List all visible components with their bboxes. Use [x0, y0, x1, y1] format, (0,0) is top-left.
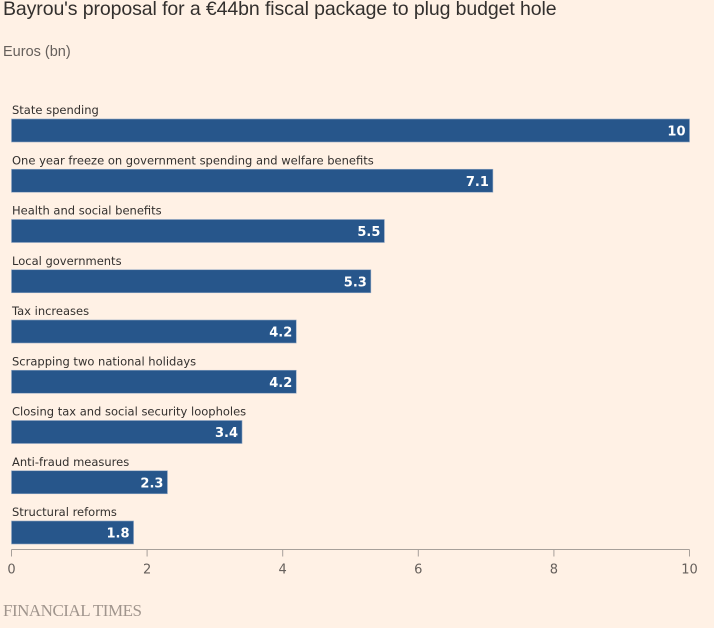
bar-group: Anti-fraud measures 2.3: [11, 455, 168, 495]
bar: [11, 269, 372, 294]
category-label: Closing tax and social security loophole…: [12, 405, 246, 419]
value-label: 10: [667, 125, 685, 140]
category-label: State spending: [12, 103, 99, 117]
bar-group: Scrapping two national holidays 4.2: [11, 354, 297, 394]
bar: [11, 520, 134, 545]
value-label: 4.2: [269, 376, 292, 391]
bar: [11, 118, 690, 143]
bar: [11, 420, 243, 444]
bar-group: Closing tax and social security loophole…: [11, 405, 246, 444]
bar-group: Health and social benefits 5.5: [11, 204, 385, 243]
bar: [11, 168, 494, 193]
bar-group: State spending 10: [11, 103, 690, 143]
bar: [11, 319, 297, 344]
x-tick-label: 2: [143, 563, 151, 578]
bar-group: Local governments 5.3: [11, 254, 372, 294]
category-label: One year freeze on government spending a…: [12, 153, 374, 167]
value-label: 2.3: [140, 476, 163, 491]
x-tick-label: 6: [414, 563, 422, 578]
bar: [11, 470, 168, 495]
category-label: Health and social benefits: [12, 204, 162, 218]
category-label: Local governments: [12, 254, 122, 268]
x-tick-label: 8: [550, 563, 558, 578]
x-tick-label: 0: [7, 563, 15, 578]
bar-group: Structural reforms 1.8: [11, 505, 134, 545]
bars-layer: State spending 10 One year freeze on gover…: [11, 103, 690, 545]
chart-title: Bayrou's proposal for a €44bn fiscal pac…: [3, 0, 557, 20]
chart-subtitle: Euros (bn): [3, 44, 71, 60]
value-label: 4.2: [269, 326, 292, 341]
category-label: Structural reforms: [12, 505, 117, 519]
category-label: Scrapping two national holidays: [12, 354, 196, 368]
value-label: 3.4: [215, 426, 238, 441]
bar: [11, 219, 385, 243]
x-tick-label: 10: [681, 563, 698, 578]
bar-group: Tax increases 4.2: [11, 304, 297, 344]
category-label: Anti-fraud measures: [12, 455, 129, 469]
category-label: Tax increases: [11, 304, 89, 318]
value-label: 1.8: [107, 527, 130, 542]
x-axis: 0 2 4 6 8 10: [7, 549, 698, 578]
source-logo: FINANCIAL TIMES: [3, 601, 142, 620]
bar-group: One year freeze on government spending a…: [11, 153, 494, 193]
value-label: 5.3: [344, 275, 367, 290]
value-label: 5.5: [357, 225, 380, 240]
value-label: 7.1: [466, 175, 489, 190]
x-tick-label: 4: [279, 563, 287, 578]
bar: [11, 369, 297, 394]
